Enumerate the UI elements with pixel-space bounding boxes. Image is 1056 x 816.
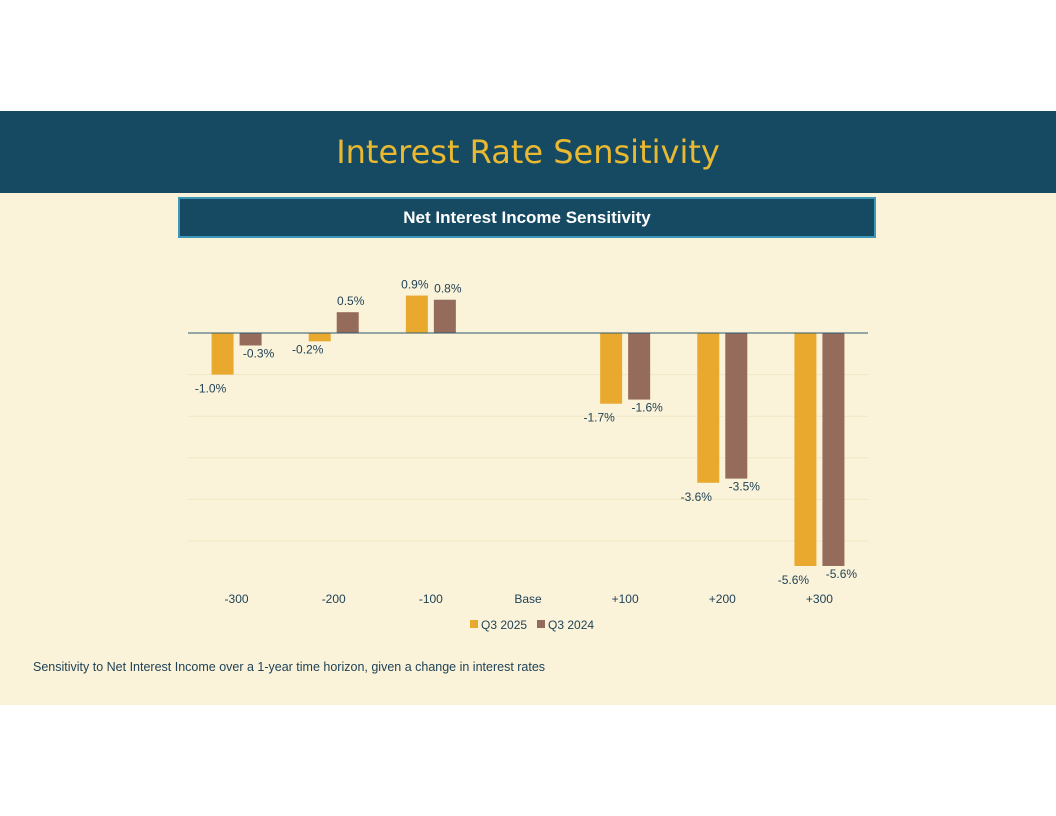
bar-q3-2025	[794, 333, 817, 566]
data-label: -1.7%	[583, 411, 615, 425]
bar-q3-2024	[239, 333, 262, 346]
bar-q3-2024	[628, 333, 651, 400]
bar-chart: -1.0% -0.3% -300 -0.2% 0.5% -200 0.9% 0.8% -100 B…	[188, 278, 868, 632]
title-band: Interest Rate Sensitivity	[0, 111, 1056, 193]
legend-swatch	[470, 620, 478, 628]
x-tick-label: +200	[709, 592, 736, 606]
x-tick-label: +100	[612, 592, 639, 606]
bar-q3-2025	[308, 333, 331, 342]
bar-q3-2025	[211, 333, 234, 375]
chart-title-box: Net Interest Income Sensitivity	[178, 197, 876, 238]
data-label: -5.6%	[826, 567, 858, 581]
slide: Interest Rate Sensitivity Net Interest I…	[0, 111, 1056, 705]
legend-label: Q3 2024	[548, 618, 594, 632]
legend-label: Q3 2025	[481, 618, 527, 632]
data-label: -3.6%	[681, 490, 713, 504]
x-tick-label: -300	[225, 592, 249, 606]
bar-q3-2024	[822, 333, 845, 566]
bar-q3-2025	[405, 295, 428, 333]
data-label: -0.3%	[243, 346, 275, 360]
data-label: -1.0%	[195, 382, 227, 396]
footnote: Sensitivity to Net Interest Income over …	[33, 660, 546, 674]
page-title: Interest Rate Sensitivity	[336, 133, 720, 171]
legend-swatch	[537, 620, 545, 628]
bar-q3-2025	[697, 333, 720, 483]
data-label: 0.8%	[434, 282, 462, 296]
data-label: 0.9%	[401, 278, 429, 292]
data-label: -1.6%	[631, 401, 663, 415]
data-label: -5.6%	[778, 573, 810, 587]
data-label: 0.5%	[337, 294, 365, 308]
x-tick-label: -100	[419, 592, 443, 606]
data-label: -3.5%	[729, 480, 761, 494]
data-label: -0.2%	[292, 342, 324, 356]
bar-q3-2024	[725, 333, 748, 479]
bar-q3-2024	[336, 312, 359, 333]
chart-title: Net Interest Income Sensitivity	[403, 208, 651, 227]
bar-q3-2025	[600, 333, 623, 404]
bar-q3-2024	[433, 299, 456, 333]
x-tick-label: +300	[806, 592, 833, 606]
x-tick-label: -200	[322, 592, 346, 606]
x-tick-label: Base	[514, 592, 542, 606]
